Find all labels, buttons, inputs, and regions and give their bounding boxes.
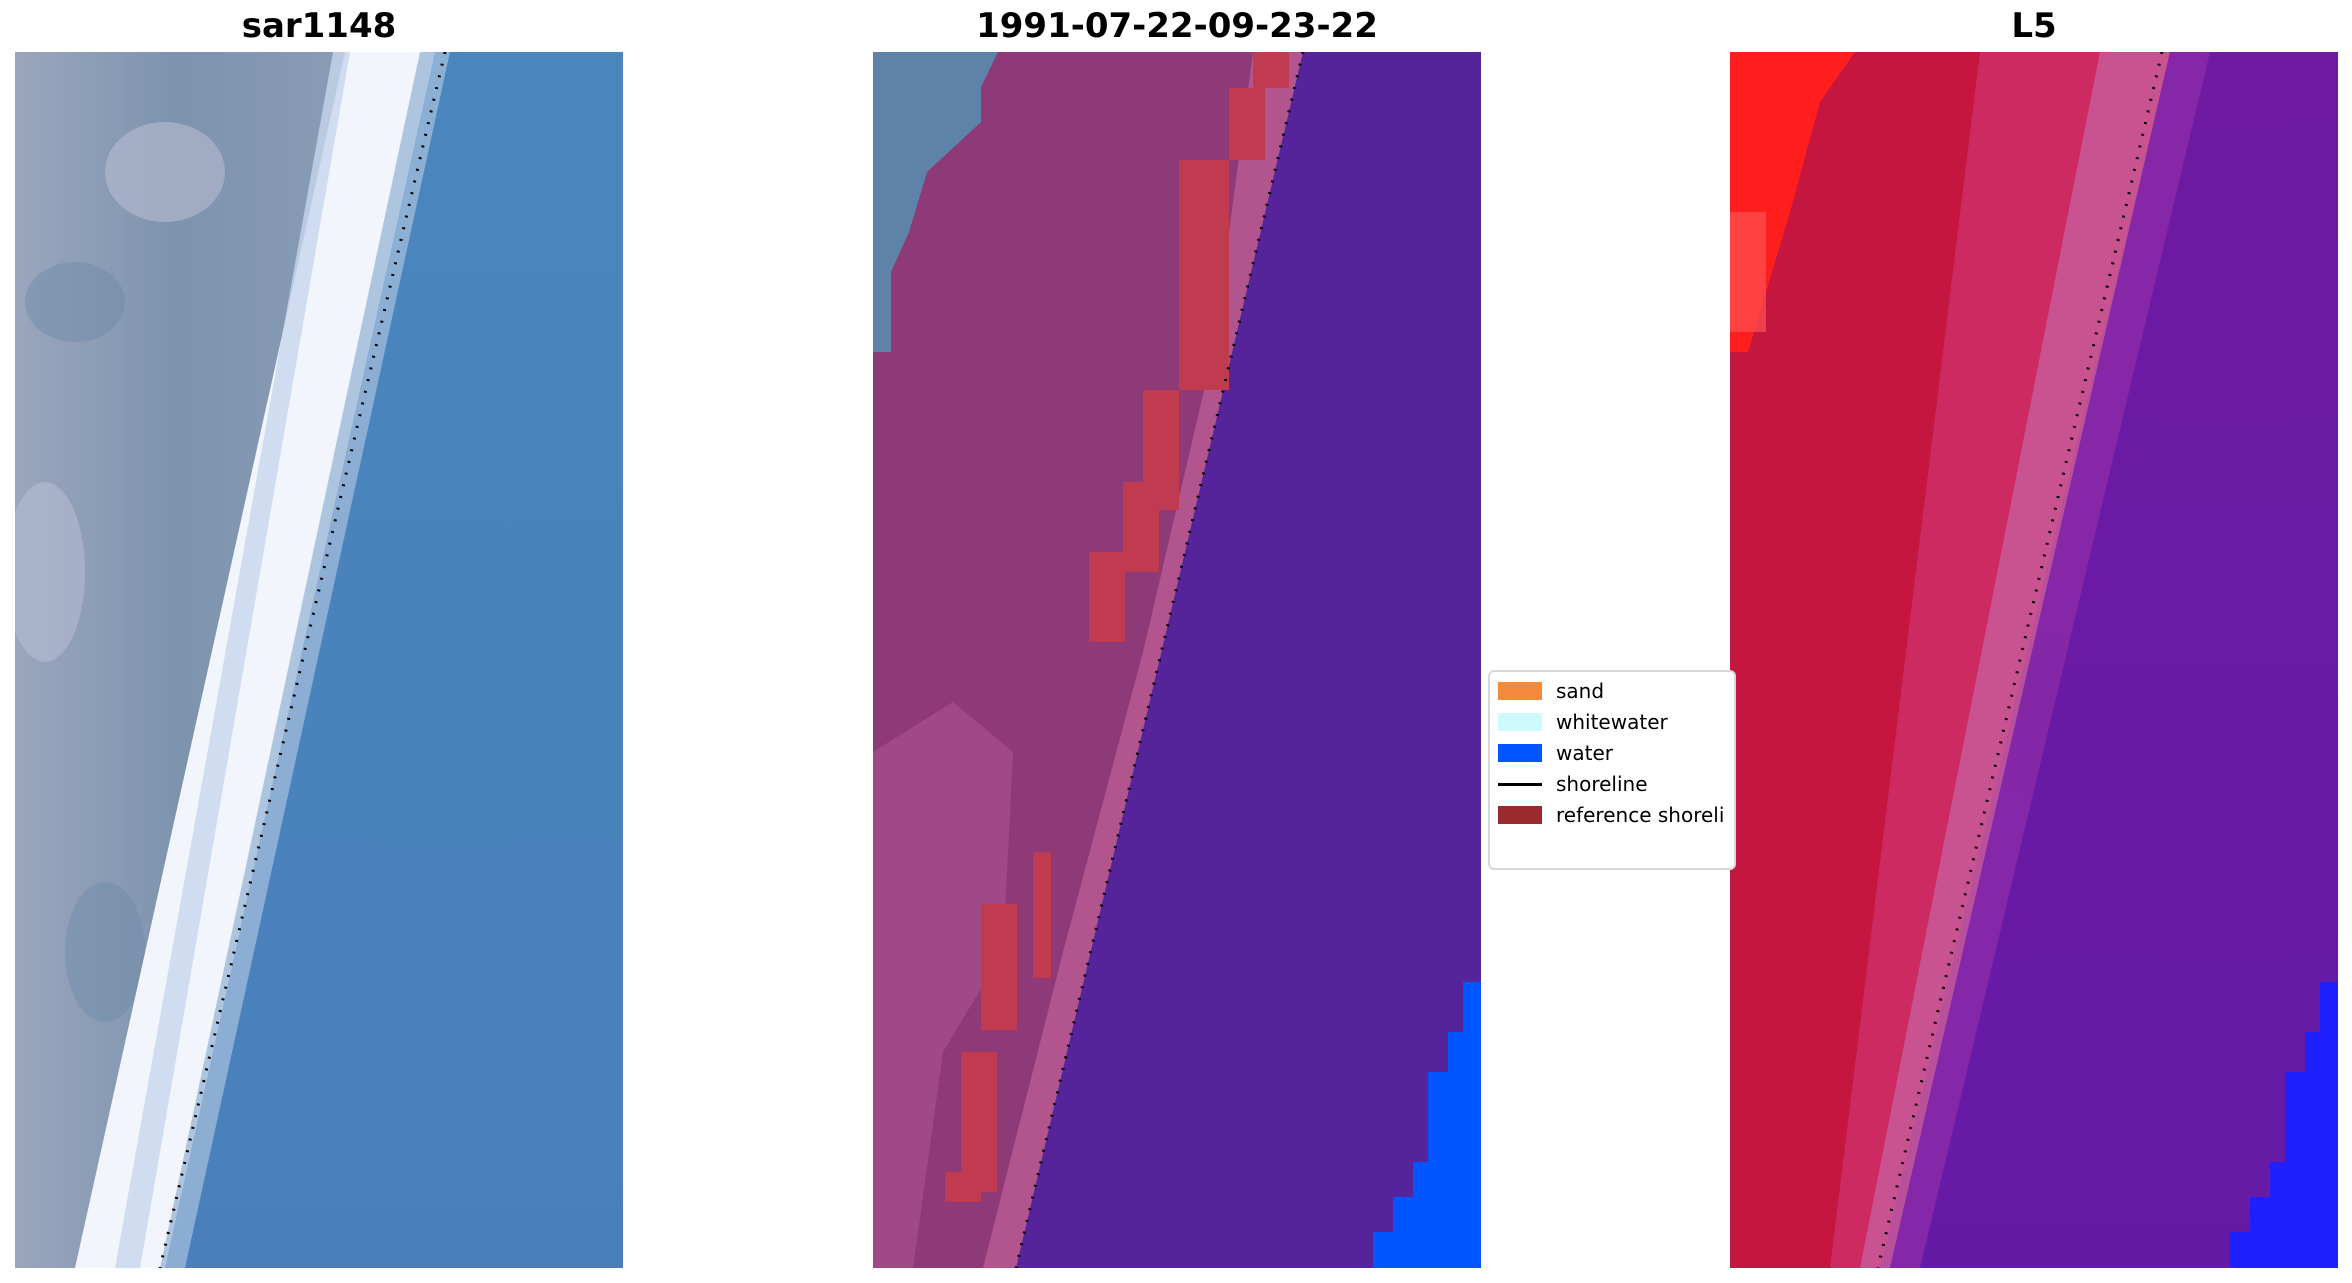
classification-image (873, 52, 1481, 1268)
water-swatch (1498, 744, 1542, 762)
shoreline-dots-index (1876, 52, 2164, 1268)
shoreline-dots-rgb (158, 52, 447, 1268)
classification-panel (873, 52, 1481, 1268)
panel-title-classification: 1991-07-22-09-23-22 (976, 6, 1378, 46)
legend-item-water: water (1498, 740, 1613, 766)
legend: sand whitewater water shoreline referenc… (1488, 670, 1736, 870)
reference-shoreline-swatch (1498, 806, 1542, 824)
index-image (1730, 52, 2338, 1268)
whitewater-swatch (1498, 713, 1542, 731)
legend-item-reference-shoreline: reference shoreli (1498, 802, 1724, 828)
panel-title-rgb: sar1148 (241, 6, 397, 46)
shoreline-dots-classification (1014, 52, 1305, 1268)
rgb-image (15, 52, 623, 1268)
legend-label: whitewater (1556, 710, 1668, 734)
legend-label: water (1556, 741, 1613, 765)
legend-label: sand (1556, 679, 1605, 703)
legend-label: reference shoreli (1556, 803, 1725, 827)
index-panel (1730, 52, 2338, 1268)
legend-item-sand: sand (1498, 678, 1604, 704)
sand-swatch (1498, 682, 1542, 700)
legend-item-shoreline: shoreline (1498, 771, 1648, 797)
panel-title-index: L5 (2011, 6, 2057, 46)
legend-label: shoreline (1556, 772, 1648, 796)
legend-item-whitewater: whitewater (1498, 709, 1668, 735)
shoreline-swatch (1498, 782, 1542, 786)
rgb-image-panel (15, 52, 623, 1268)
